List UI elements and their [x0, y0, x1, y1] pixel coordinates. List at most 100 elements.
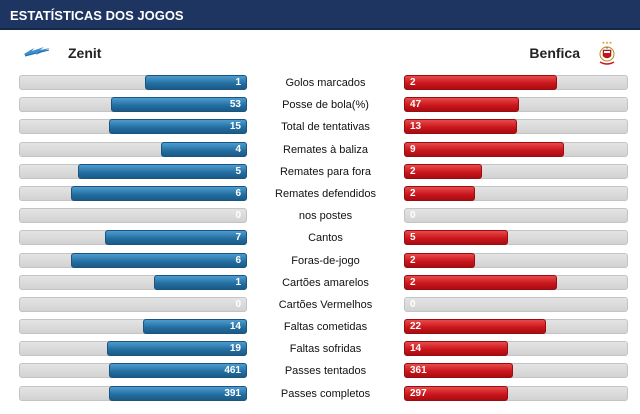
away-value: 5: [410, 232, 416, 244]
home-value: 461: [224, 365, 241, 377]
away-bar-fill: [404, 75, 558, 90]
stat-label: Cartões Vermelhos: [278, 298, 373, 311]
stat-row-attempts: 15 Total de tentativas 13: [0, 116, 640, 138]
page-title: ESTATÍSTICAS DOS JOGOS: [10, 8, 184, 23]
away-bar-fill: [404, 274, 558, 290]
stat-label: Remates para fora: [279, 165, 372, 178]
home-bar-track: 53: [19, 97, 247, 113]
home-bar-track: 391: [19, 385, 247, 401]
away-bar-track: 14: [404, 341, 628, 357]
home-value: 391: [224, 387, 241, 399]
home-value: 0: [235, 210, 241, 222]
away-value: 9: [410, 143, 416, 155]
home-bar-track: 15: [19, 119, 247, 135]
home-value: 15: [229, 121, 241, 133]
stat-row-fouls_committed: 14 Faltas cometidas 22: [0, 316, 640, 338]
home-value: 53: [229, 99, 241, 111]
home-bar-fill: [143, 319, 247, 335]
away-value: 14: [410, 343, 422, 355]
stat-label: Faltas cometidas: [283, 321, 368, 334]
stat-label: Cantos: [308, 232, 343, 245]
home-bar-track: 19: [19, 341, 247, 357]
stat-label: Posse de bola(%): [282, 99, 369, 112]
home-bar-fill: [145, 75, 247, 90]
away-bar-track: 297: [404, 385, 628, 401]
stat-row-goals: 1 Golos marcados 2: [0, 72, 640, 94]
away-bar-track: 2: [404, 185, 628, 201]
away-value: 2: [410, 254, 416, 266]
home-team-name: Zenit: [68, 45, 102, 61]
home-bar-fill: [111, 97, 247, 113]
stat-label: Remates à baliza: [283, 143, 368, 156]
stat-row-corners: 7 Cantos 5: [0, 227, 640, 249]
stat-label: Cartões amarelos: [282, 276, 369, 289]
stat-row-on_target: 4 Remates à baliza 9: [0, 139, 640, 161]
home-bar-track: 1: [19, 75, 247, 90]
away-bar-track: 0: [404, 296, 628, 312]
home-value: 6: [235, 254, 241, 266]
stat-label: Passes tentados: [284, 365, 367, 378]
home-bar-fill: [77, 163, 247, 179]
away-value: 0: [410, 210, 416, 222]
away-value: 0: [410, 298, 416, 310]
away-bar-fill: [404, 230, 509, 246]
home-bar-fill: [104, 230, 247, 246]
away-bar-track: 47: [404, 97, 628, 113]
stat-label: Passes completos: [280, 387, 371, 400]
home-bar-track: 4: [19, 141, 247, 157]
stat-row-blocked: 6 Remates defendidos 2: [0, 183, 640, 205]
stat-row-yellow: 1 Cartões amarelos 2: [0, 272, 640, 294]
home-value: 6: [235, 187, 241, 199]
away-team-name: Benfica: [529, 45, 580, 61]
away-bar-fill: [404, 252, 476, 268]
home-bar-fill: [109, 363, 247, 379]
stat-label: Foras-de-jogo: [291, 254, 360, 267]
header-bar: ESTATÍSTICAS DOS JOGOS: [0, 0, 640, 30]
home-value: 19: [229, 343, 241, 355]
away-bar-fill: [404, 385, 509, 401]
home-value: 5: [235, 165, 241, 177]
stat-label: Remates defendidos: [275, 187, 376, 200]
stat-row-posts: 0 nos postes 0: [0, 205, 640, 227]
away-value: 297: [410, 387, 427, 399]
home-value: 4: [235, 143, 241, 155]
away-bar-fill: [404, 97, 520, 113]
away-bar-fill: [404, 163, 482, 179]
home-bar-fill: [154, 274, 247, 290]
away-bar-fill: [404, 141, 564, 157]
home-bar-fill: [109, 119, 247, 135]
away-bar-fill: [404, 119, 518, 135]
away-value: 22: [410, 321, 422, 333]
away-bar-track: 2: [404, 274, 628, 290]
home-bar-track: 6: [19, 185, 247, 201]
away-bar-fill: [404, 185, 476, 201]
away-value: 361: [410, 365, 427, 377]
home-bar-fill: [106, 341, 247, 357]
away-bar-track: 2: [404, 163, 628, 179]
home-bar-track: 461: [19, 363, 247, 379]
home-bar-fill: [70, 252, 247, 268]
stat-row-offsides: 6 Foras-de-jogo 2: [0, 250, 640, 272]
stat-row-fouls_suffered: 19 Faltas sofridas 14: [0, 338, 640, 360]
home-bar-track: 0: [19, 208, 247, 224]
stat-row-red: 0 Cartões Vermelhos 0: [0, 294, 640, 316]
home-bar-track: 5: [19, 163, 247, 179]
away-bar-fill: [404, 363, 513, 379]
home-bar-track: 6: [19, 252, 247, 268]
away-bar-fill: [404, 341, 509, 357]
away-bar-track: 9: [404, 141, 628, 157]
away-value: 2: [410, 165, 416, 177]
away-bar-track: 361: [404, 363, 628, 379]
away-bar-track: 22: [404, 319, 628, 335]
stat-row-possession: 53 Posse de bola(%) 47: [0, 94, 640, 116]
zenit-logo-icon: [24, 47, 50, 57]
home-value: 1: [235, 276, 241, 288]
away-bar-track: 5: [404, 230, 628, 246]
stat-label: Golos marcados: [285, 77, 366, 89]
away-value: 2: [410, 187, 416, 199]
stat-label: nos postes: [298, 210, 353, 223]
home-value: 14: [229, 321, 241, 333]
stats-list: 1 Golos marcados 2 53 Posse de bola(%) 47 15 To…: [0, 72, 640, 405]
home-bar-track: 14: [19, 319, 247, 335]
stat-row-off_target: 5 Remates para fora 2: [0, 161, 640, 183]
